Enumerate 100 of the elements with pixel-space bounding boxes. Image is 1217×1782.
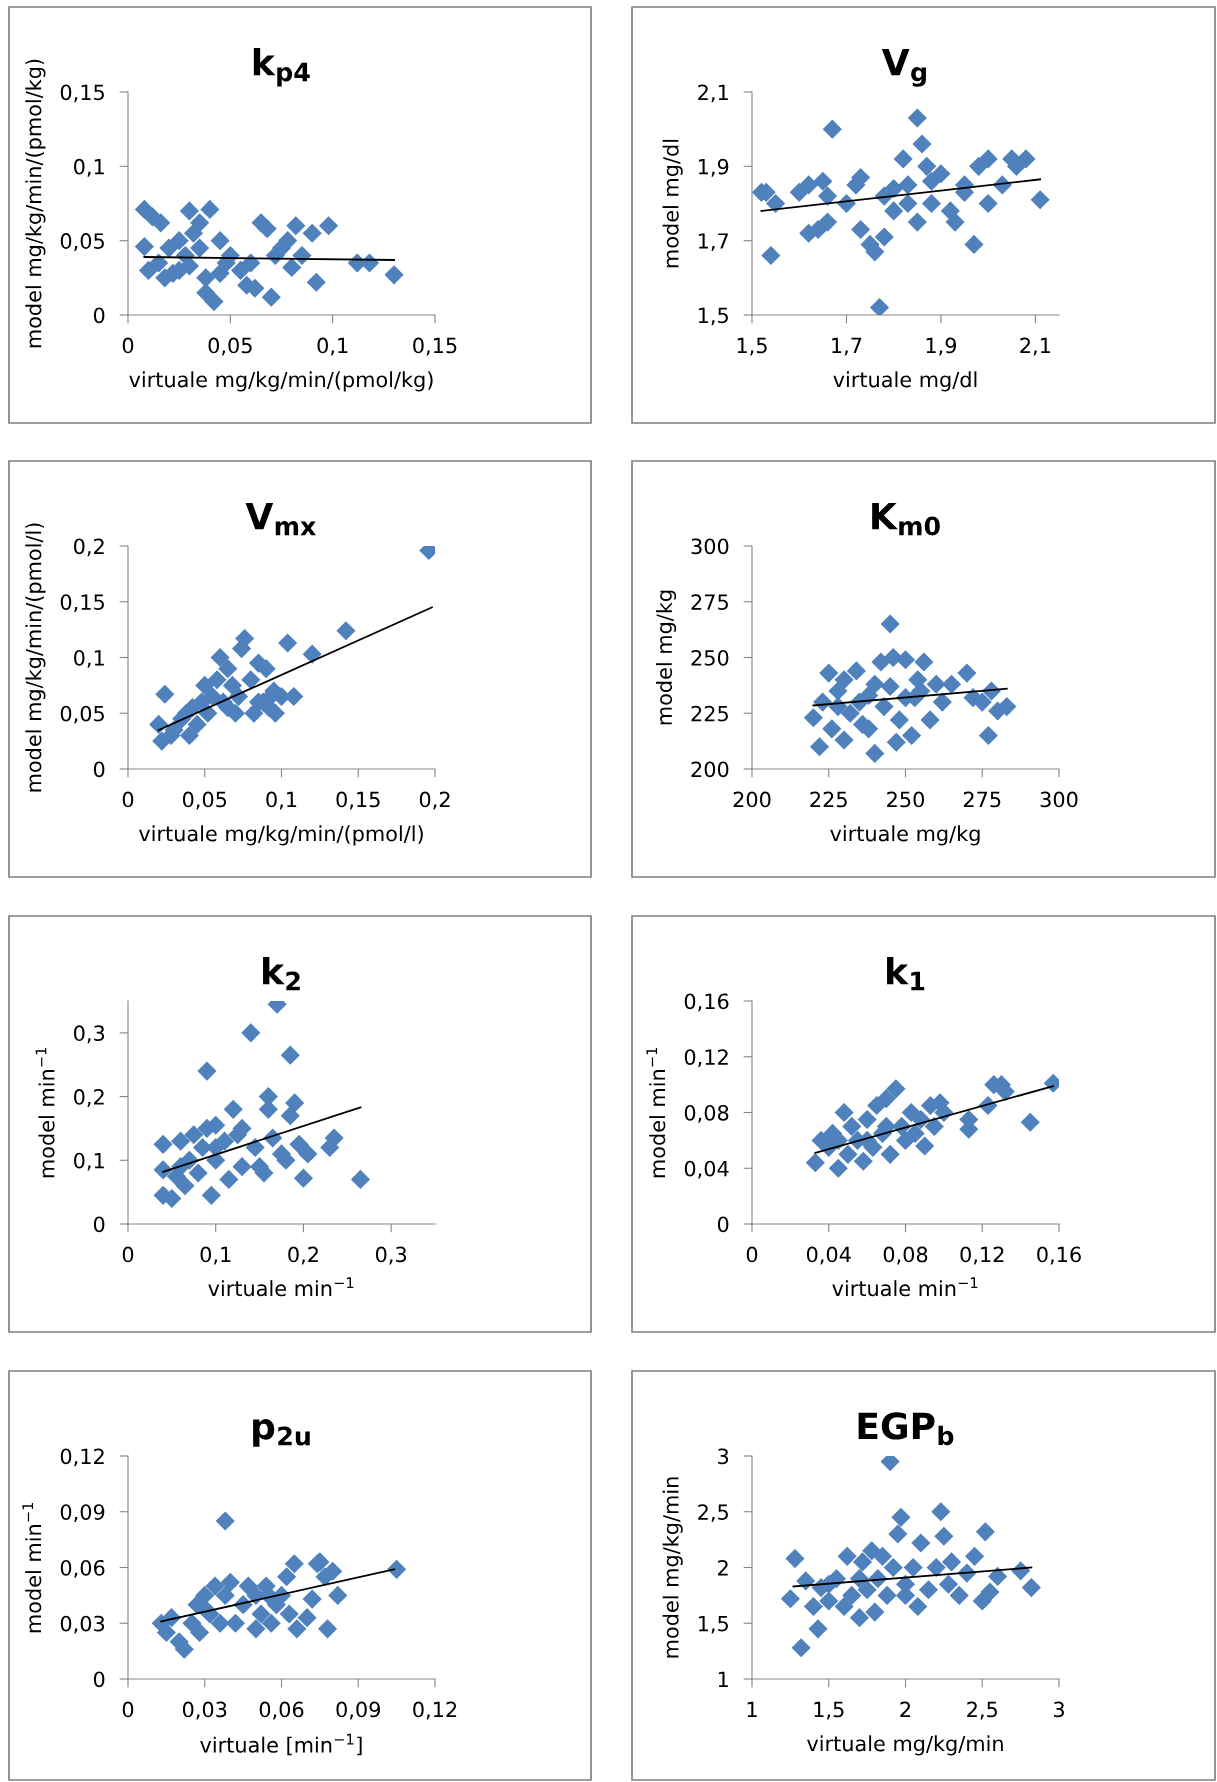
chart-title: k$_{2}$ [263,956,300,991]
point [957,663,977,683]
point [871,652,891,672]
point [232,1157,252,1177]
point [809,737,830,757]
x-tick-label: 1,7 [832,337,862,356]
point [206,1115,226,1135]
point [183,223,204,243]
y-tick-label: 3 [718,1448,729,1465]
point [134,237,154,257]
x-tick-label: 0,08 [883,1246,928,1265]
point [889,710,909,730]
x-axis-title: virtuale min$^{−1}$ [208,1277,354,1297]
point [867,1095,887,1116]
y-axis-title: model mg/kg/min/(pmol/kg) [25,59,46,348]
x-tick-label: 0,3 [375,1246,407,1265]
point [251,1604,271,1624]
point [171,1131,191,1151]
point [940,201,960,221]
point [872,1546,893,1566]
point [210,647,230,668]
y-tick-label: 0,1 [74,158,104,177]
y-tick-label: 0,05 [60,233,104,251]
y-tick-label: 250 [691,649,729,666]
point [387,1559,407,1579]
point [819,1591,839,1611]
point [932,692,952,712]
y-tick-label: 0,05 [60,705,104,724]
point [917,156,937,176]
y-tick-label: 2,1 [698,84,728,103]
x-tick-label: 275 [963,791,1001,808]
point [869,297,890,315]
y-tick-label: 1,9 [698,158,729,177]
y-axis-title: model mg/dl [662,139,683,268]
point [949,1585,969,1605]
point [302,644,322,664]
point [837,1546,857,1566]
x-tick-label: 2,1 [1020,337,1051,356]
y-tick-label: 0,15 [60,594,104,613]
x-tick-label: 1,5 [737,337,767,356]
y-tick-label: 0 [717,1216,729,1233]
point [289,1134,309,1154]
point [842,1585,862,1605]
y-tick-label: 1,5 [698,307,728,326]
point [184,1125,204,1145]
y-axis-title: model min$^{−1}$ [22,1502,42,1633]
y-tick-label: 1 [718,1671,728,1687]
point [280,1106,300,1126]
point [822,719,842,739]
point [179,201,199,221]
point [931,1502,951,1522]
point [918,1580,939,1600]
y-tick-label: 0 [93,761,105,778]
point [921,193,942,214]
point [895,650,916,670]
point [241,1023,261,1043]
y-tick-label: 0,1 [74,649,104,668]
point [964,234,984,254]
y-tick-label: 0,1 [74,1152,104,1171]
point [978,193,998,214]
point [874,696,894,717]
point [988,1566,1008,1586]
x-tick-label: 225 [810,791,847,808]
point [324,1128,344,1148]
y-tick-label: 300 [691,538,729,555]
point [284,1554,304,1574]
chart-title: K$_{m0}$ [872,502,940,536]
point [975,1522,995,1542]
x-tick-label: 300 [1040,791,1078,808]
point [926,674,946,694]
point [261,287,281,307]
point [851,219,871,240]
point [297,1608,317,1628]
point [883,1557,903,1578]
point [791,1638,811,1658]
point [225,1613,246,1633]
point [298,1144,318,1164]
y-tick-label: 1,7 [698,233,728,251]
x-tick-label: 0,03 [182,1701,227,1720]
point [891,1507,911,1527]
x-tick-label: 0,1 [317,337,348,356]
point [898,193,918,214]
y-tick-label: 275 [691,594,728,610]
x-tick-label: 0,05 [182,791,227,810]
x-tick-label: 0,12 [413,1701,457,1720]
point [190,1622,210,1643]
y-axis-title: model min$^{−1}$ [646,1047,666,1178]
x-axis-title: virtuale mg/kg/min [807,1735,1003,1756]
point [997,696,1017,717]
x-tick-label: 1,9 [926,337,957,356]
point [834,730,854,750]
point [828,1158,848,1178]
point [926,1557,946,1578]
x-tick-label: 0,1 [266,791,297,810]
point [218,659,238,679]
point [908,1596,928,1617]
y-tick-label: 0 [93,1216,105,1233]
x-tick-label: 1,5 [814,1701,844,1720]
point [284,686,304,707]
point [822,119,842,139]
